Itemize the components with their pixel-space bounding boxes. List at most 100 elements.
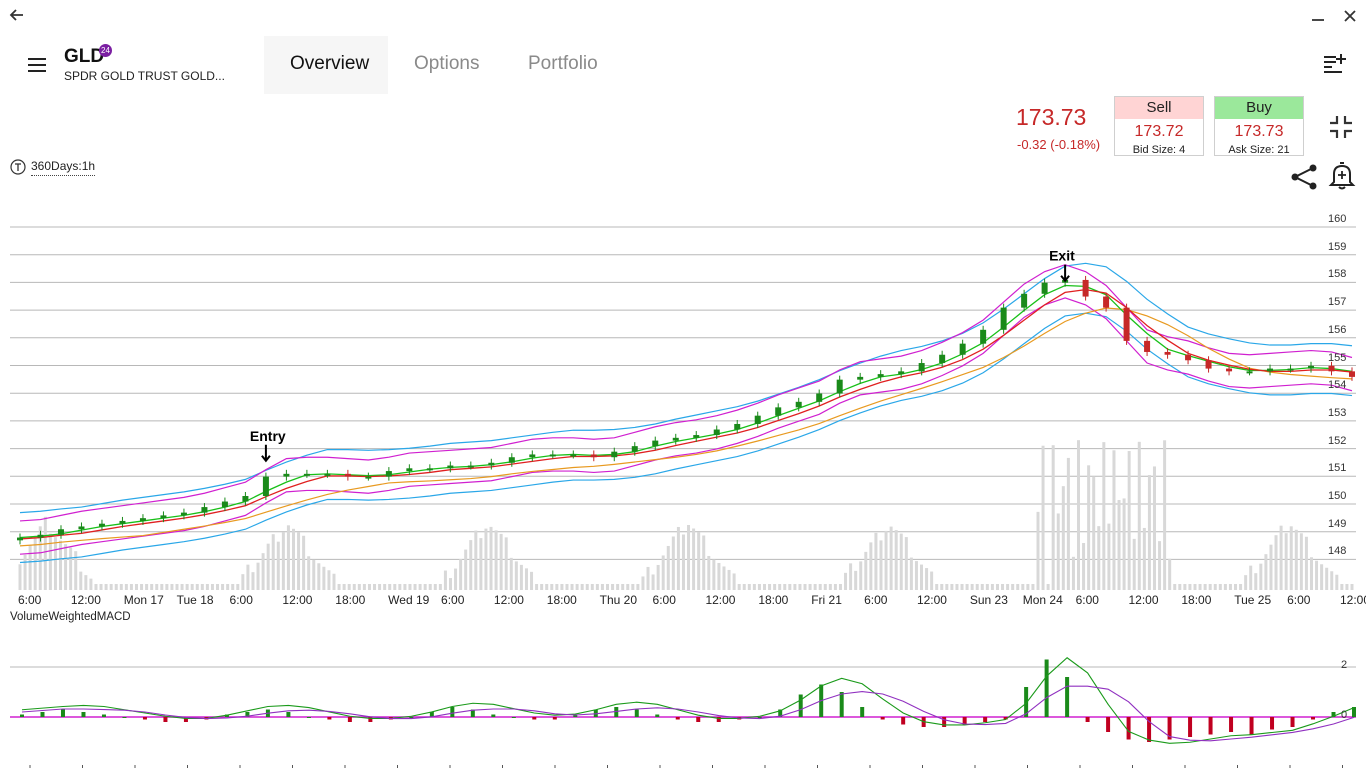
tab-overview[interactable]: Overview — [290, 53, 370, 74]
volume-bar — [84, 575, 88, 590]
volume-bar — [1071, 556, 1075, 590]
macd-histogram-bar — [860, 707, 865, 717]
macd-histogram-bar — [696, 717, 701, 722]
volume-bar — [666, 545, 670, 590]
volume-bar — [281, 532, 285, 590]
upper-band-line — [19, 262, 1353, 514]
volume-bar — [616, 584, 620, 590]
candle-body — [78, 526, 85, 530]
volume-bar — [297, 532, 301, 590]
annotation-arrow — [261, 444, 271, 463]
volume-bar — [1152, 466, 1156, 590]
volume-bar — [418, 584, 422, 590]
volume-bar — [119, 584, 123, 590]
volume-bar — [530, 571, 534, 590]
time-tick-label: Sun 23 — [969, 593, 1008, 607]
volume-bar — [357, 584, 361, 590]
volume-bar — [1031, 584, 1035, 590]
macd-histogram-bar — [81, 712, 86, 717]
volume-bar — [1228, 584, 1232, 590]
volume-bar — [1051, 445, 1055, 590]
volume-bar — [514, 561, 518, 590]
time-tick-label: 6:00 — [1075, 593, 1099, 607]
volume-bar — [1173, 584, 1177, 590]
volume-bar — [550, 584, 554, 590]
volume-bar — [307, 556, 311, 590]
share-icon[interactable] — [1289, 162, 1319, 192]
tab-options[interactable]: Options — [414, 53, 480, 74]
volume-bar — [1315, 560, 1319, 590]
volume-bar — [23, 554, 27, 590]
volume-bar — [104, 584, 108, 590]
volume-bar — [367, 584, 371, 590]
volume-bar — [737, 584, 741, 590]
candle-body — [344, 473, 351, 477]
price-tick-label: 153 — [1328, 406, 1347, 419]
candle-body — [57, 529, 64, 535]
volume-bar — [378, 584, 382, 590]
volume-bar — [1198, 584, 1202, 590]
volume-bar — [373, 584, 377, 590]
candle-body — [262, 476, 269, 496]
time-tick-label: 6:00 — [864, 593, 888, 607]
timeframe-icon[interactable] — [10, 159, 26, 175]
time-tick-label: 6:00 — [441, 593, 465, 607]
back-arrow-icon[interactable] — [6, 4, 28, 26]
macd-histogram-bar — [245, 712, 250, 717]
hamburger-menu-icon[interactable] — [24, 52, 50, 78]
playlist-add-icon[interactable] — [1322, 52, 1346, 74]
alert-bell-icon[interactable] — [1328, 160, 1356, 190]
macd-histogram-bar — [1044, 659, 1049, 717]
volume-bar — [681, 534, 685, 590]
volume-bar — [879, 540, 883, 590]
volume-bar — [1117, 500, 1121, 590]
volume-bar — [1340, 584, 1344, 590]
volume-bar — [1092, 476, 1096, 590]
volume-bar — [1178, 584, 1182, 590]
candle-body — [324, 473, 331, 476]
candle-body — [1000, 307, 1007, 330]
volume-bar — [479, 538, 483, 590]
volume-bar — [945, 584, 949, 590]
volume-bar — [540, 584, 544, 590]
volume-bar — [1259, 563, 1263, 590]
volume-bar — [535, 584, 539, 590]
price-chart[interactable]: Entry Exit — [0, 190, 1366, 595]
macd-histogram-bar — [798, 694, 803, 717]
volume-bar — [565, 584, 569, 590]
volume-bar — [600, 584, 604, 590]
candle-body — [713, 429, 720, 436]
collapse-icon[interactable] — [1328, 114, 1354, 140]
timeframe-selector[interactable]: 360Days:1h — [31, 159, 96, 176]
buy-button[interactable]: Buy 173.73 Ask Size: 21 — [1214, 96, 1304, 156]
volume-bar — [545, 584, 549, 590]
volume-bar — [712, 559, 716, 590]
volume-bar — [286, 525, 290, 590]
volume-bar — [717, 562, 721, 590]
volume-bar — [1234, 584, 1238, 590]
volume-bar — [1001, 584, 1005, 590]
sell-button[interactable]: Sell 173.72 Bid Size: 4 — [1114, 96, 1204, 156]
volume-bar — [332, 573, 336, 590]
macd-histogram-bar — [511, 717, 516, 718]
candle-body — [1103, 296, 1110, 308]
macd-histogram-bar — [962, 717, 967, 725]
volume-bar — [443, 570, 447, 590]
volume-bar — [702, 535, 706, 590]
volume-bar — [165, 584, 169, 590]
volume-bar — [899, 533, 903, 590]
candle-body — [529, 454, 536, 458]
macd-histogram-bar — [122, 717, 127, 718]
volume-bar — [236, 584, 240, 590]
candle-body — [139, 518, 146, 521]
macd-histogram-bar — [532, 717, 537, 720]
candle-body — [672, 437, 679, 441]
macd-chart[interactable] — [0, 625, 1366, 768]
minimize-icon[interactable] — [1308, 6, 1328, 26]
candle-body — [959, 343, 966, 355]
volume-bar — [570, 584, 574, 590]
candle-body — [939, 354, 946, 364]
volume-bar — [783, 584, 787, 590]
close-icon[interactable] — [1340, 6, 1360, 26]
tab-portfolio[interactable]: Portfolio — [528, 53, 598, 74]
